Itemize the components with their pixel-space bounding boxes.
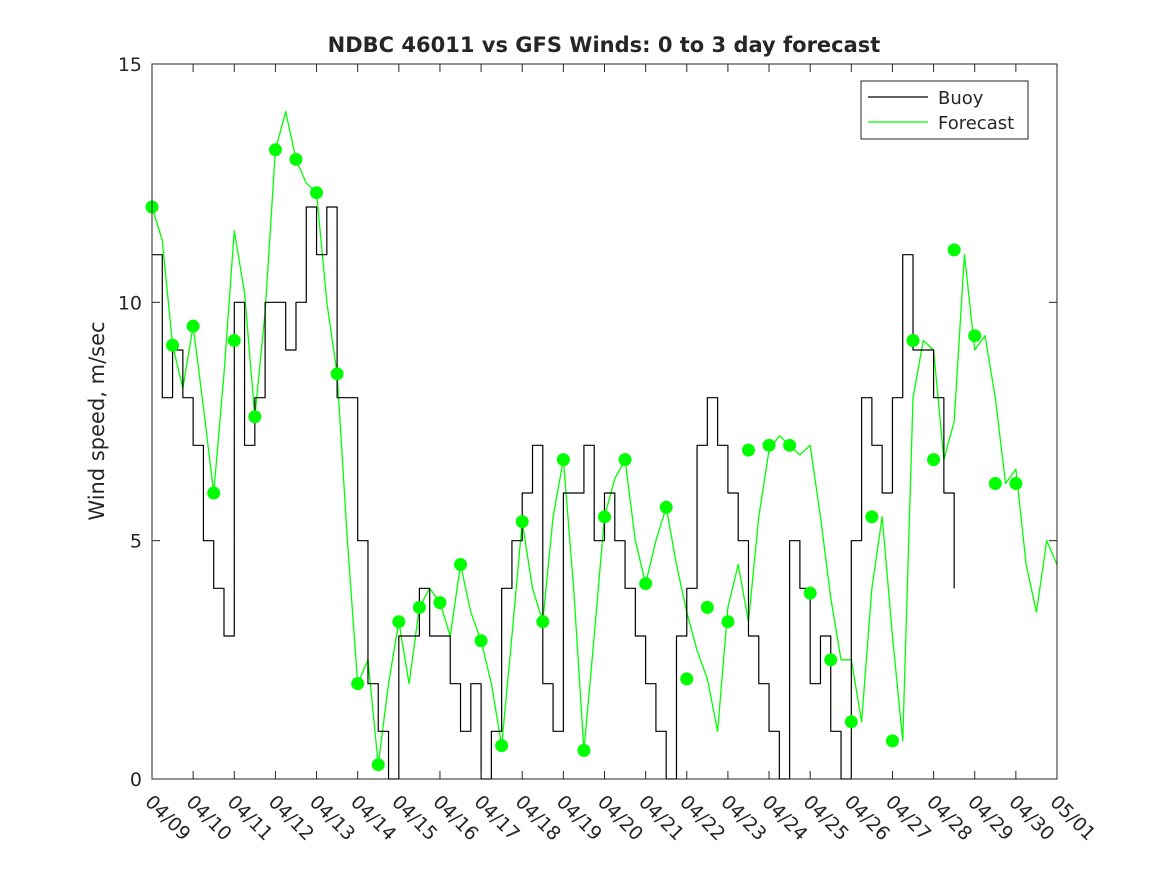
y-axis-label: Wind speed, m/sec	[85, 321, 109, 520]
x-tick-label: 04/25	[799, 791, 853, 845]
forecast-marker	[803, 586, 817, 600]
forecast-marker	[783, 438, 797, 452]
forecast-marker	[721, 615, 735, 629]
forecast-marker	[166, 338, 180, 352]
forecast-marker	[762, 438, 776, 452]
forecast-marker	[248, 410, 262, 424]
forecast-marker	[289, 152, 303, 166]
forecast-marker	[392, 615, 406, 629]
y-tick-label: 15	[118, 54, 142, 76]
legend-box	[860, 80, 1029, 140]
forecast-marker	[515, 515, 529, 529]
x-tick-label: 04/21	[634, 791, 688, 845]
forecast-marker	[433, 596, 447, 610]
x-tick-label: 04/09	[140, 791, 194, 845]
forecast-marker	[412, 600, 426, 614]
x-tick-label: 04/10	[182, 791, 236, 845]
x-tick-label: 04/16	[428, 791, 482, 845]
forecast-marker	[618, 453, 632, 467]
legend-label-buoy: Buoy	[938, 88, 984, 109]
forecast-marker	[598, 510, 611, 524]
forecast-marker	[906, 333, 920, 347]
buoy-series-line	[152, 206, 955, 780]
forecast-marker	[1009, 476, 1023, 490]
x-tick-label: 05/01	[1045, 791, 1099, 845]
x-tick-label: 04/29	[963, 791, 1017, 845]
forecast-marker	[371, 758, 385, 772]
x-tick-label: 04/15	[387, 791, 441, 845]
x-tick-label: 04/28	[922, 791, 976, 845]
forecast-marker	[639, 577, 653, 591]
plot-background	[152, 64, 1057, 779]
forecast-marker	[947, 243, 961, 257]
forecast-marker	[659, 500, 673, 514]
forecast-marker	[227, 333, 241, 347]
x-tick-label: 04/11	[223, 791, 277, 845]
forecast-marker	[556, 453, 570, 467]
x-tick-label: 04/13	[305, 791, 359, 845]
y-tick-label: 0	[130, 769, 142, 791]
forecast-marker	[207, 486, 221, 500]
forecast-marker	[927, 453, 941, 467]
x-tick-label: 04/23	[716, 791, 770, 845]
forecast-marker	[310, 186, 324, 200]
forecast-marker	[536, 615, 550, 629]
x-tick-label: 04/20	[593, 791, 647, 845]
forecast-marker	[700, 600, 714, 614]
y-axis: 0 5 10 15	[118, 54, 1057, 791]
forecast-marker	[474, 634, 488, 648]
forecast-marker	[454, 558, 468, 571]
forecast-marker	[741, 443, 755, 457]
x-tick-label: 04/19	[552, 791, 606, 845]
forecast-marker	[577, 743, 591, 757]
y-tick-label: 5	[130, 531, 142, 553]
forecast-marker	[495, 739, 509, 753]
forecast-marker	[844, 715, 858, 729]
x-tick-label: 04/24	[758, 791, 812, 845]
legend: Buoy Forecast	[860, 80, 1029, 140]
x-tick-label: 04/27	[881, 791, 935, 845]
forecast-marker	[268, 143, 282, 157]
x-tick-label: 04/30	[1004, 791, 1058, 845]
y-tick-label: 10	[118, 292, 142, 314]
forecast-marker	[330, 367, 344, 381]
forecast-marker	[988, 476, 1002, 490]
forecast-marker	[186, 319, 200, 333]
x-tick-label: 04/26	[840, 791, 894, 845]
forecast-marker	[968, 329, 982, 343]
forecast-marker	[885, 734, 899, 748]
marker-layer	[145, 143, 1023, 772]
forecast-marker	[865, 510, 879, 524]
x-tick-label: 04/14	[346, 791, 400, 845]
chart-title: NDBC 46011 vs GFS Winds: 0 to 3 day fore…	[328, 33, 881, 57]
forecast-marker	[824, 653, 838, 667]
x-tick-label: 04/18	[511, 791, 565, 845]
x-tick-label: 04/17	[470, 791, 524, 845]
forecast-marker	[351, 677, 365, 691]
forecast-marker	[680, 672, 694, 686]
x-tick-label: 04/22	[675, 791, 729, 845]
legend-label-forecast: Forecast	[938, 113, 1014, 134]
x-tick-label: 04/12	[264, 791, 318, 845]
